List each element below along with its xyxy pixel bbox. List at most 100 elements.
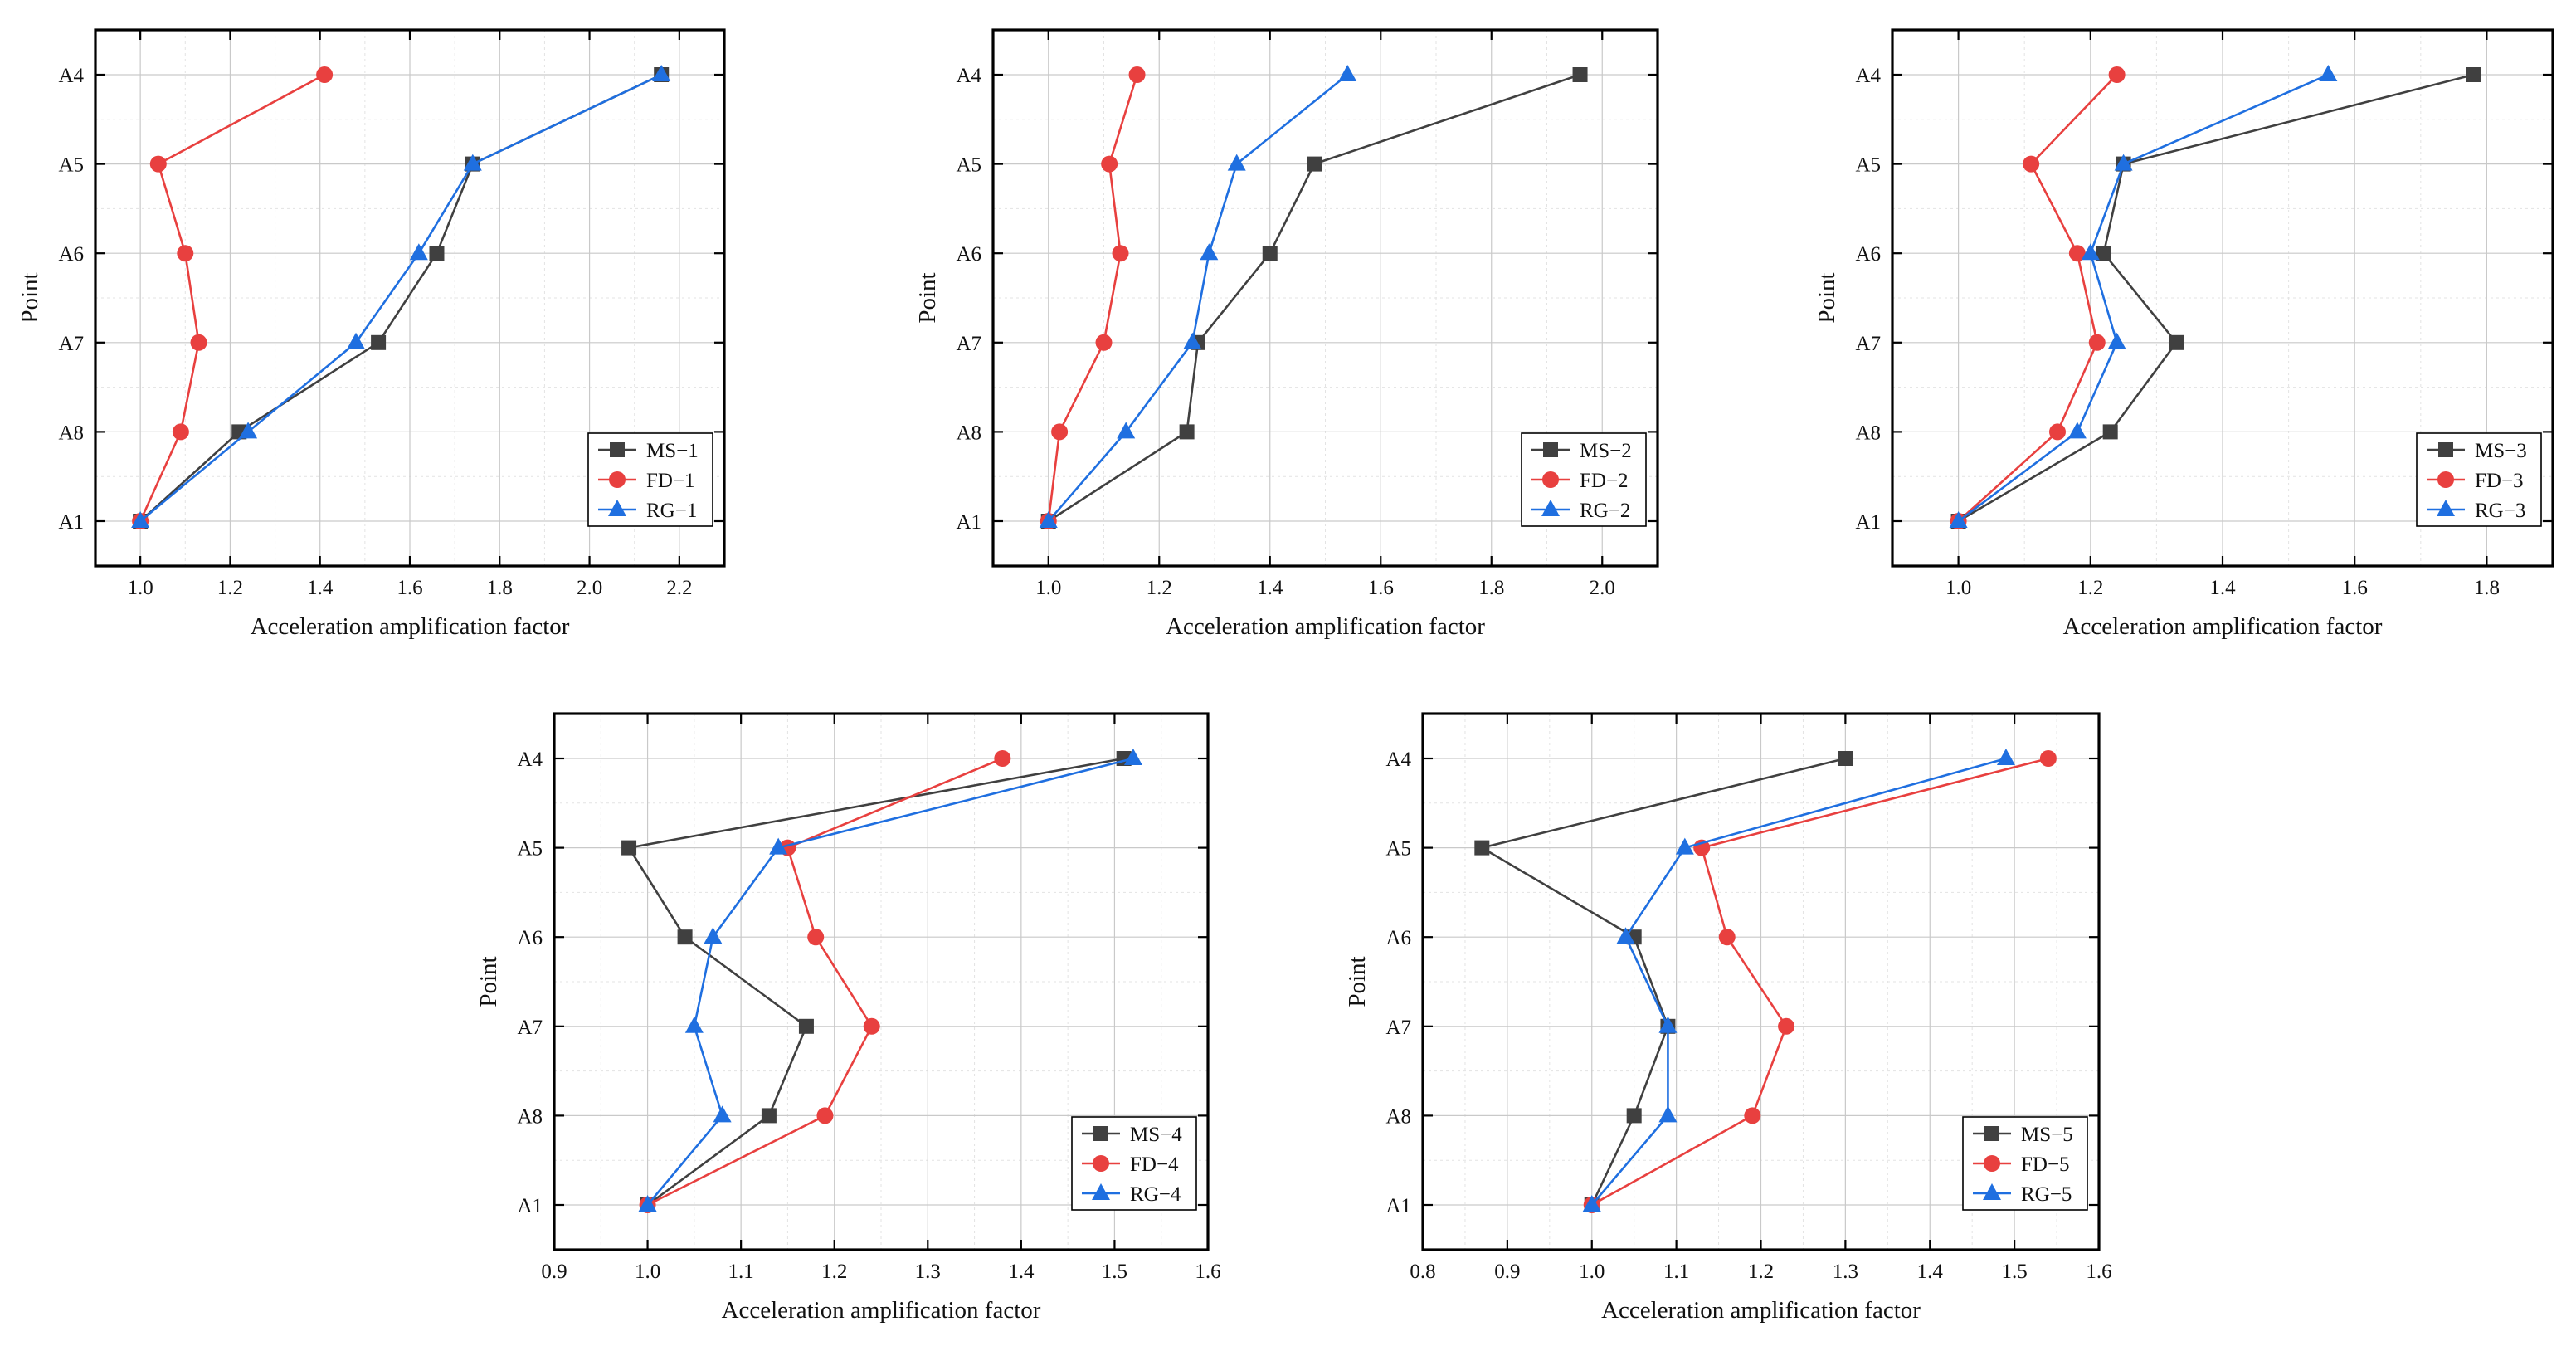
y-tick-label: A5 bbox=[1855, 154, 1881, 177]
data-point-circle bbox=[1778, 1017, 1795, 1035]
legend-label: RG−2 bbox=[1580, 500, 1630, 522]
y-tick-label: A7 bbox=[956, 333, 981, 355]
legend-marker-triangle bbox=[2437, 500, 2455, 516]
x-tick-label: 1.0 bbox=[128, 577, 153, 599]
series-line bbox=[1957, 73, 2329, 523]
legend-label: RG−1 bbox=[646, 500, 697, 522]
y-tick-label: A4 bbox=[517, 749, 543, 771]
data-point-square bbox=[2102, 424, 2118, 440]
series-fd bbox=[1583, 750, 2057, 1213]
data-point-triangle bbox=[1616, 927, 1635, 944]
y-tick-label: A1 bbox=[956, 511, 981, 534]
x-tick-label: 1.4 bbox=[1257, 577, 1283, 599]
data-point-square bbox=[2096, 246, 2111, 261]
data-point-circle bbox=[2023, 155, 2040, 173]
x-tick-label: 1.2 bbox=[217, 577, 243, 599]
data-point-triangle bbox=[652, 65, 671, 81]
x-tick-label: 1.2 bbox=[821, 1261, 847, 1283]
chart-panel-4: 0.9 1.0 1.1 1.2 1.3 1.4 1.5 1.6 A4 A5 A6 A7 A8 A1 Acce… bbox=[475, 712, 1221, 1324]
x-tick-label: 1.6 bbox=[2086, 1261, 2111, 1283]
data-point-square bbox=[1474, 840, 1490, 856]
legend-label: FD−3 bbox=[2475, 470, 2524, 492]
series-rg bbox=[1949, 65, 2338, 528]
data-point-triangle bbox=[1227, 154, 1246, 171]
data-point-square bbox=[1572, 67, 1588, 82]
y-tick-label: A6 bbox=[1385, 927, 1411, 949]
x-tick-label: 0.8 bbox=[1410, 1261, 1435, 1283]
x-tick-label: 1.4 bbox=[1008, 1261, 1035, 1283]
data-point-circle bbox=[1095, 334, 1113, 351]
legend-marker-triangle bbox=[1983, 1183, 2001, 1200]
x-tick-label: 1.0 bbox=[635, 1261, 660, 1283]
legend-marker-square bbox=[2438, 442, 2453, 457]
x-tick-label: 1.5 bbox=[1102, 1261, 1127, 1283]
chart-panel-1: 1.0 1.2 1.4 1.6 1.8 2.0 2.2 A4 A5 A6 A7 A8 A1 Acceler… bbox=[17, 28, 726, 640]
data-point-circle bbox=[2068, 245, 2086, 262]
series-rg bbox=[131, 65, 671, 528]
legend-label: FD−5 bbox=[2021, 1153, 2070, 1176]
y-tick-label: A1 bbox=[58, 511, 84, 534]
chart-panel-3: 1.0 1.2 1.4 1.6 1.8 A4 A5 A6 A7 A8 A1 Acceleration … bbox=[1814, 28, 2554, 640]
data-point-triangle bbox=[1200, 243, 1219, 261]
y-tick-label: A7 bbox=[1385, 1017, 1411, 1039]
legend-label: RG−3 bbox=[2475, 500, 2525, 522]
data-point-triangle bbox=[2319, 65, 2338, 81]
data-point-triangle bbox=[1123, 749, 1142, 765]
data-point-circle bbox=[1112, 245, 1129, 262]
data-point-triangle bbox=[1658, 1016, 1678, 1033]
data-point-triangle bbox=[131, 511, 150, 528]
y-tick-label: A6 bbox=[1855, 243, 1881, 266]
data-point-circle bbox=[177, 245, 194, 262]
x-tick-label: 0.9 bbox=[1494, 1261, 1520, 1283]
series-line bbox=[1957, 73, 2474, 523]
data-point-triangle bbox=[713, 1105, 732, 1123]
series-line bbox=[1591, 757, 2049, 1207]
data-point-square bbox=[371, 334, 387, 350]
data-point-triangle bbox=[1117, 422, 1136, 439]
x-tick-label: 2.2 bbox=[666, 577, 692, 599]
data-point-triangle bbox=[704, 927, 723, 944]
x-axis-title: Acceleration amplification factor bbox=[722, 1297, 1041, 1324]
y-tick-label: A6 bbox=[956, 243, 981, 266]
legend-label: MS−4 bbox=[1130, 1124, 1182, 1146]
y-tick-label: A8 bbox=[517, 1105, 543, 1128]
y-tick-label: A1 bbox=[1855, 511, 1881, 534]
legend-marker-circle bbox=[1984, 1155, 2000, 1172]
data-point-triangle bbox=[2067, 422, 2087, 439]
series-fd bbox=[132, 66, 334, 529]
y-tick-label: A4 bbox=[1385, 749, 1411, 771]
x-tick-label: 2.0 bbox=[1590, 577, 1615, 599]
y-tick-label: A7 bbox=[1855, 333, 1881, 355]
data-point-triangle bbox=[1949, 511, 1968, 528]
legend: MS−4 FD−4 RG−4 bbox=[1071, 1116, 1197, 1211]
x-tick-label: 1.4 bbox=[2209, 577, 2236, 599]
x-tick-label: 1.8 bbox=[487, 577, 513, 599]
data-point-circle bbox=[149, 155, 167, 173]
data-point-circle bbox=[1051, 423, 1069, 441]
y-tick-label: A1 bbox=[517, 1195, 543, 1217]
y-tick-label: A4 bbox=[1855, 65, 1881, 87]
y-tick-label: A8 bbox=[956, 422, 981, 444]
y-axis-title: Point bbox=[914, 272, 941, 323]
y-tick-label: A5 bbox=[58, 154, 84, 177]
x-tick-label: 0.9 bbox=[541, 1261, 567, 1283]
y-tick-label: A8 bbox=[58, 422, 84, 444]
data-point-square bbox=[1307, 156, 1322, 172]
data-point-square bbox=[621, 840, 637, 856]
y-axis-title: Point bbox=[1814, 272, 1840, 323]
data-point-circle bbox=[1718, 929, 1736, 946]
x-tick-label: 1.4 bbox=[307, 577, 334, 599]
data-point-triangle bbox=[2081, 243, 2100, 261]
legend-marker-triangle bbox=[608, 500, 626, 516]
data-point-square bbox=[1626, 1108, 1642, 1124]
chart-panel-2: 1.0 1.2 1.4 1.6 1.8 2.0 A4 A5 A6 A7 A8 A1 Accelerati… bbox=[914, 28, 1659, 640]
data-point-triangle bbox=[684, 1016, 704, 1033]
y-tick-label: A6 bbox=[58, 243, 84, 266]
legend-label: MS−1 bbox=[646, 440, 699, 462]
x-axis-title: Acceleration amplification factor bbox=[2063, 613, 2383, 640]
data-point-triangle bbox=[409, 243, 428, 261]
x-axis-title: Acceleration amplification factor bbox=[1601, 1297, 1921, 1324]
data-point-triangle bbox=[2107, 332, 2126, 349]
series-line bbox=[139, 73, 325, 522]
